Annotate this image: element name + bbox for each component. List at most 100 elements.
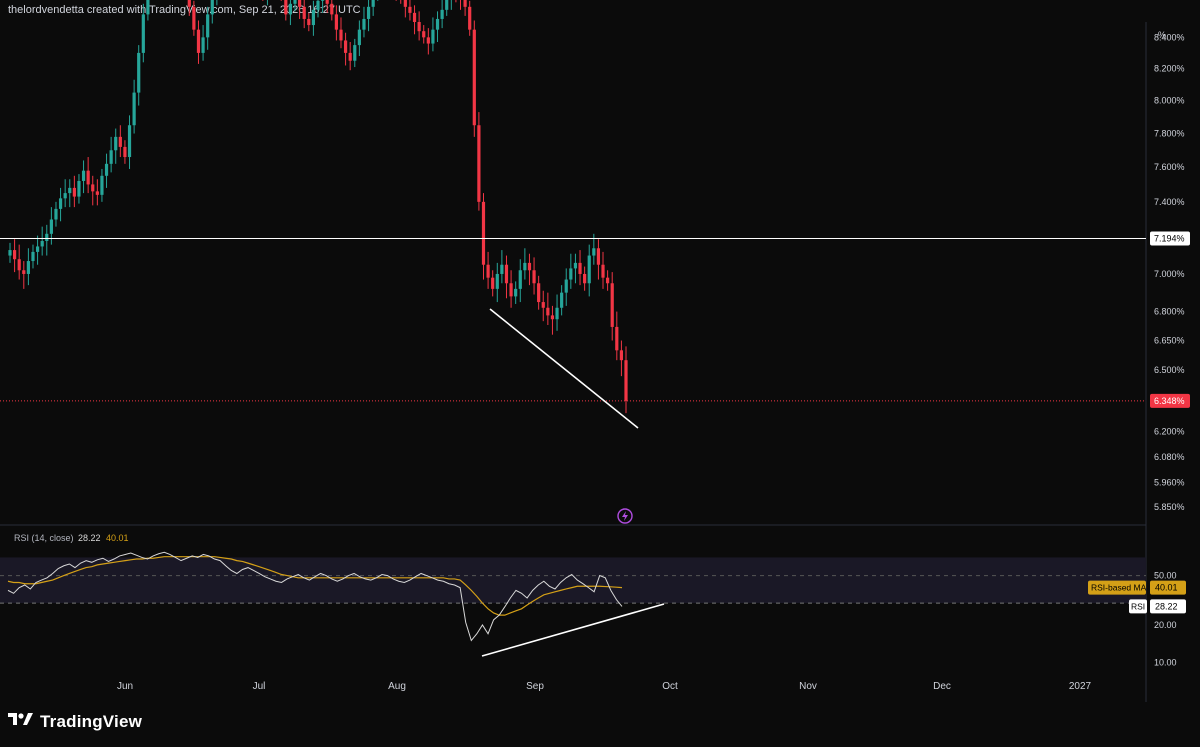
candle-body	[307, 18, 311, 26]
rsi-ma-tag-label-bg	[1088, 580, 1146, 595]
candle-body	[371, 0, 375, 7]
candle-body	[550, 315, 555, 320]
candle-body	[95, 191, 99, 195]
candle-body	[537, 283, 541, 303]
candle-body	[532, 270, 536, 284]
rsi-ma-tag	[1150, 580, 1186, 595]
candle-body	[72, 187, 76, 197]
candle-body	[606, 277, 610, 284]
price-tick-label: 7.600%	[1154, 162, 1185, 172]
candle-body	[343, 40, 348, 53]
candle-body	[132, 92, 136, 126]
last-price-tag	[1150, 393, 1190, 408]
candle-body	[445, 0, 449, 10]
candle-body	[146, 0, 150, 15]
candle-body	[569, 268, 573, 280]
candle-body	[49, 219, 53, 234]
candle-body	[210, 0, 214, 15]
price-tick-label: 5.960%	[1154, 478, 1185, 488]
candle-body	[619, 350, 624, 361]
rsi-legend-ma-value: 40.01	[106, 533, 129, 543]
tradingview-logo[interactable]: TradingView	[8, 712, 142, 732]
candle-body	[422, 31, 426, 38]
price-chart[interactable]: 8.400% 8.200% 8.000% 7.800% 7.600% 7.400% 7.00…	[0, 0, 1200, 702]
candle-body	[440, 9, 444, 19]
candle-body	[601, 264, 605, 278]
candle-body	[127, 125, 132, 158]
rsi-tick-label: 10.00	[1154, 657, 1177, 667]
last-price-tag-label: 6.348%	[1154, 396, 1185, 406]
price-tick-label: 6.500%	[1154, 365, 1185, 375]
rsi-tick-label: 20.00	[1154, 620, 1177, 630]
candle-body	[26, 261, 30, 274]
candle-body	[330, 3, 334, 15]
candle-body	[54, 208, 58, 220]
candle-body	[412, 12, 417, 22]
price-tick-label: 8.000%	[1154, 96, 1185, 106]
time-tick-label: Dec	[933, 681, 951, 692]
candle-body	[486, 264, 490, 278]
candle-body	[298, 0, 302, 7]
resistance-tag	[1150, 231, 1190, 246]
candle-body	[86, 170, 90, 185]
candle-body	[81, 170, 86, 181]
price-tick-label: 6.650%	[1154, 336, 1185, 346]
candle-body	[77, 180, 81, 197]
lightning-icon	[617, 508, 633, 524]
candle-body	[362, 18, 366, 30]
candle-body	[596, 248, 601, 265]
candle-body	[573, 262, 578, 269]
candle-body	[320, 0, 325, 1]
price-tick-label: 7.400%	[1154, 197, 1185, 207]
candle-body	[192, 6, 196, 30]
candle-body	[541, 302, 545, 308]
price-tick-label: 5.850%	[1154, 502, 1185, 512]
rsi-tag	[1150, 599, 1186, 614]
candle-body	[17, 259, 21, 271]
candle-body	[8, 250, 12, 256]
candle-body	[527, 262, 532, 271]
candle-body	[104, 163, 109, 176]
candle-body	[555, 307, 559, 320]
candle-body	[316, 0, 320, 10]
candle-body	[578, 262, 582, 274]
price-tick-label: 7.000%	[1154, 269, 1185, 279]
time-tick-label: Oct	[662, 681, 678, 692]
candle-body	[564, 279, 568, 293]
candle-body	[509, 283, 513, 297]
rsi-tick-label: 50.00	[1154, 571, 1177, 581]
candle-body	[196, 29, 201, 53]
price-trendline	[489, 308, 639, 429]
candle-body	[45, 233, 49, 242]
price-tick-label: 7.800%	[1154, 129, 1185, 139]
attribution-text: thelordvendetta created with TradingView…	[8, 4, 361, 16]
tradingview-logo-icon	[8, 712, 34, 732]
candle-body	[141, 14, 145, 53]
candle-body	[366, 6, 371, 19]
rsi-band	[0, 557, 1146, 604]
candle-body	[514, 288, 518, 297]
candle-body	[495, 273, 499, 289]
candle-body	[100, 175, 104, 195]
candle-body	[481, 201, 486, 265]
candle-body	[109, 150, 113, 164]
candle-body	[523, 262, 527, 271]
candle-body	[500, 264, 504, 274]
footer: TradingView	[0, 702, 1200, 747]
time-tick-label: Jun	[117, 681, 133, 692]
candle-body	[408, 6, 412, 13]
candle-body	[31, 251, 35, 262]
rsi-ma-tag-value: 40.01	[1155, 583, 1178, 593]
lightning-icon-bolt	[622, 511, 628, 521]
candle-body	[187, 0, 191, 7]
candle-body	[201, 37, 205, 53]
candle-body	[592, 248, 596, 256]
candle-body	[311, 9, 316, 26]
price-unit-label: %	[1158, 30, 1166, 40]
rsi-line	[7, 551, 623, 642]
candle-body	[58, 198, 63, 209]
candle-body	[325, 0, 329, 4]
candle-body	[348, 52, 352, 61]
candle-body	[293, 0, 297, 4]
candle-body	[426, 37, 430, 44]
